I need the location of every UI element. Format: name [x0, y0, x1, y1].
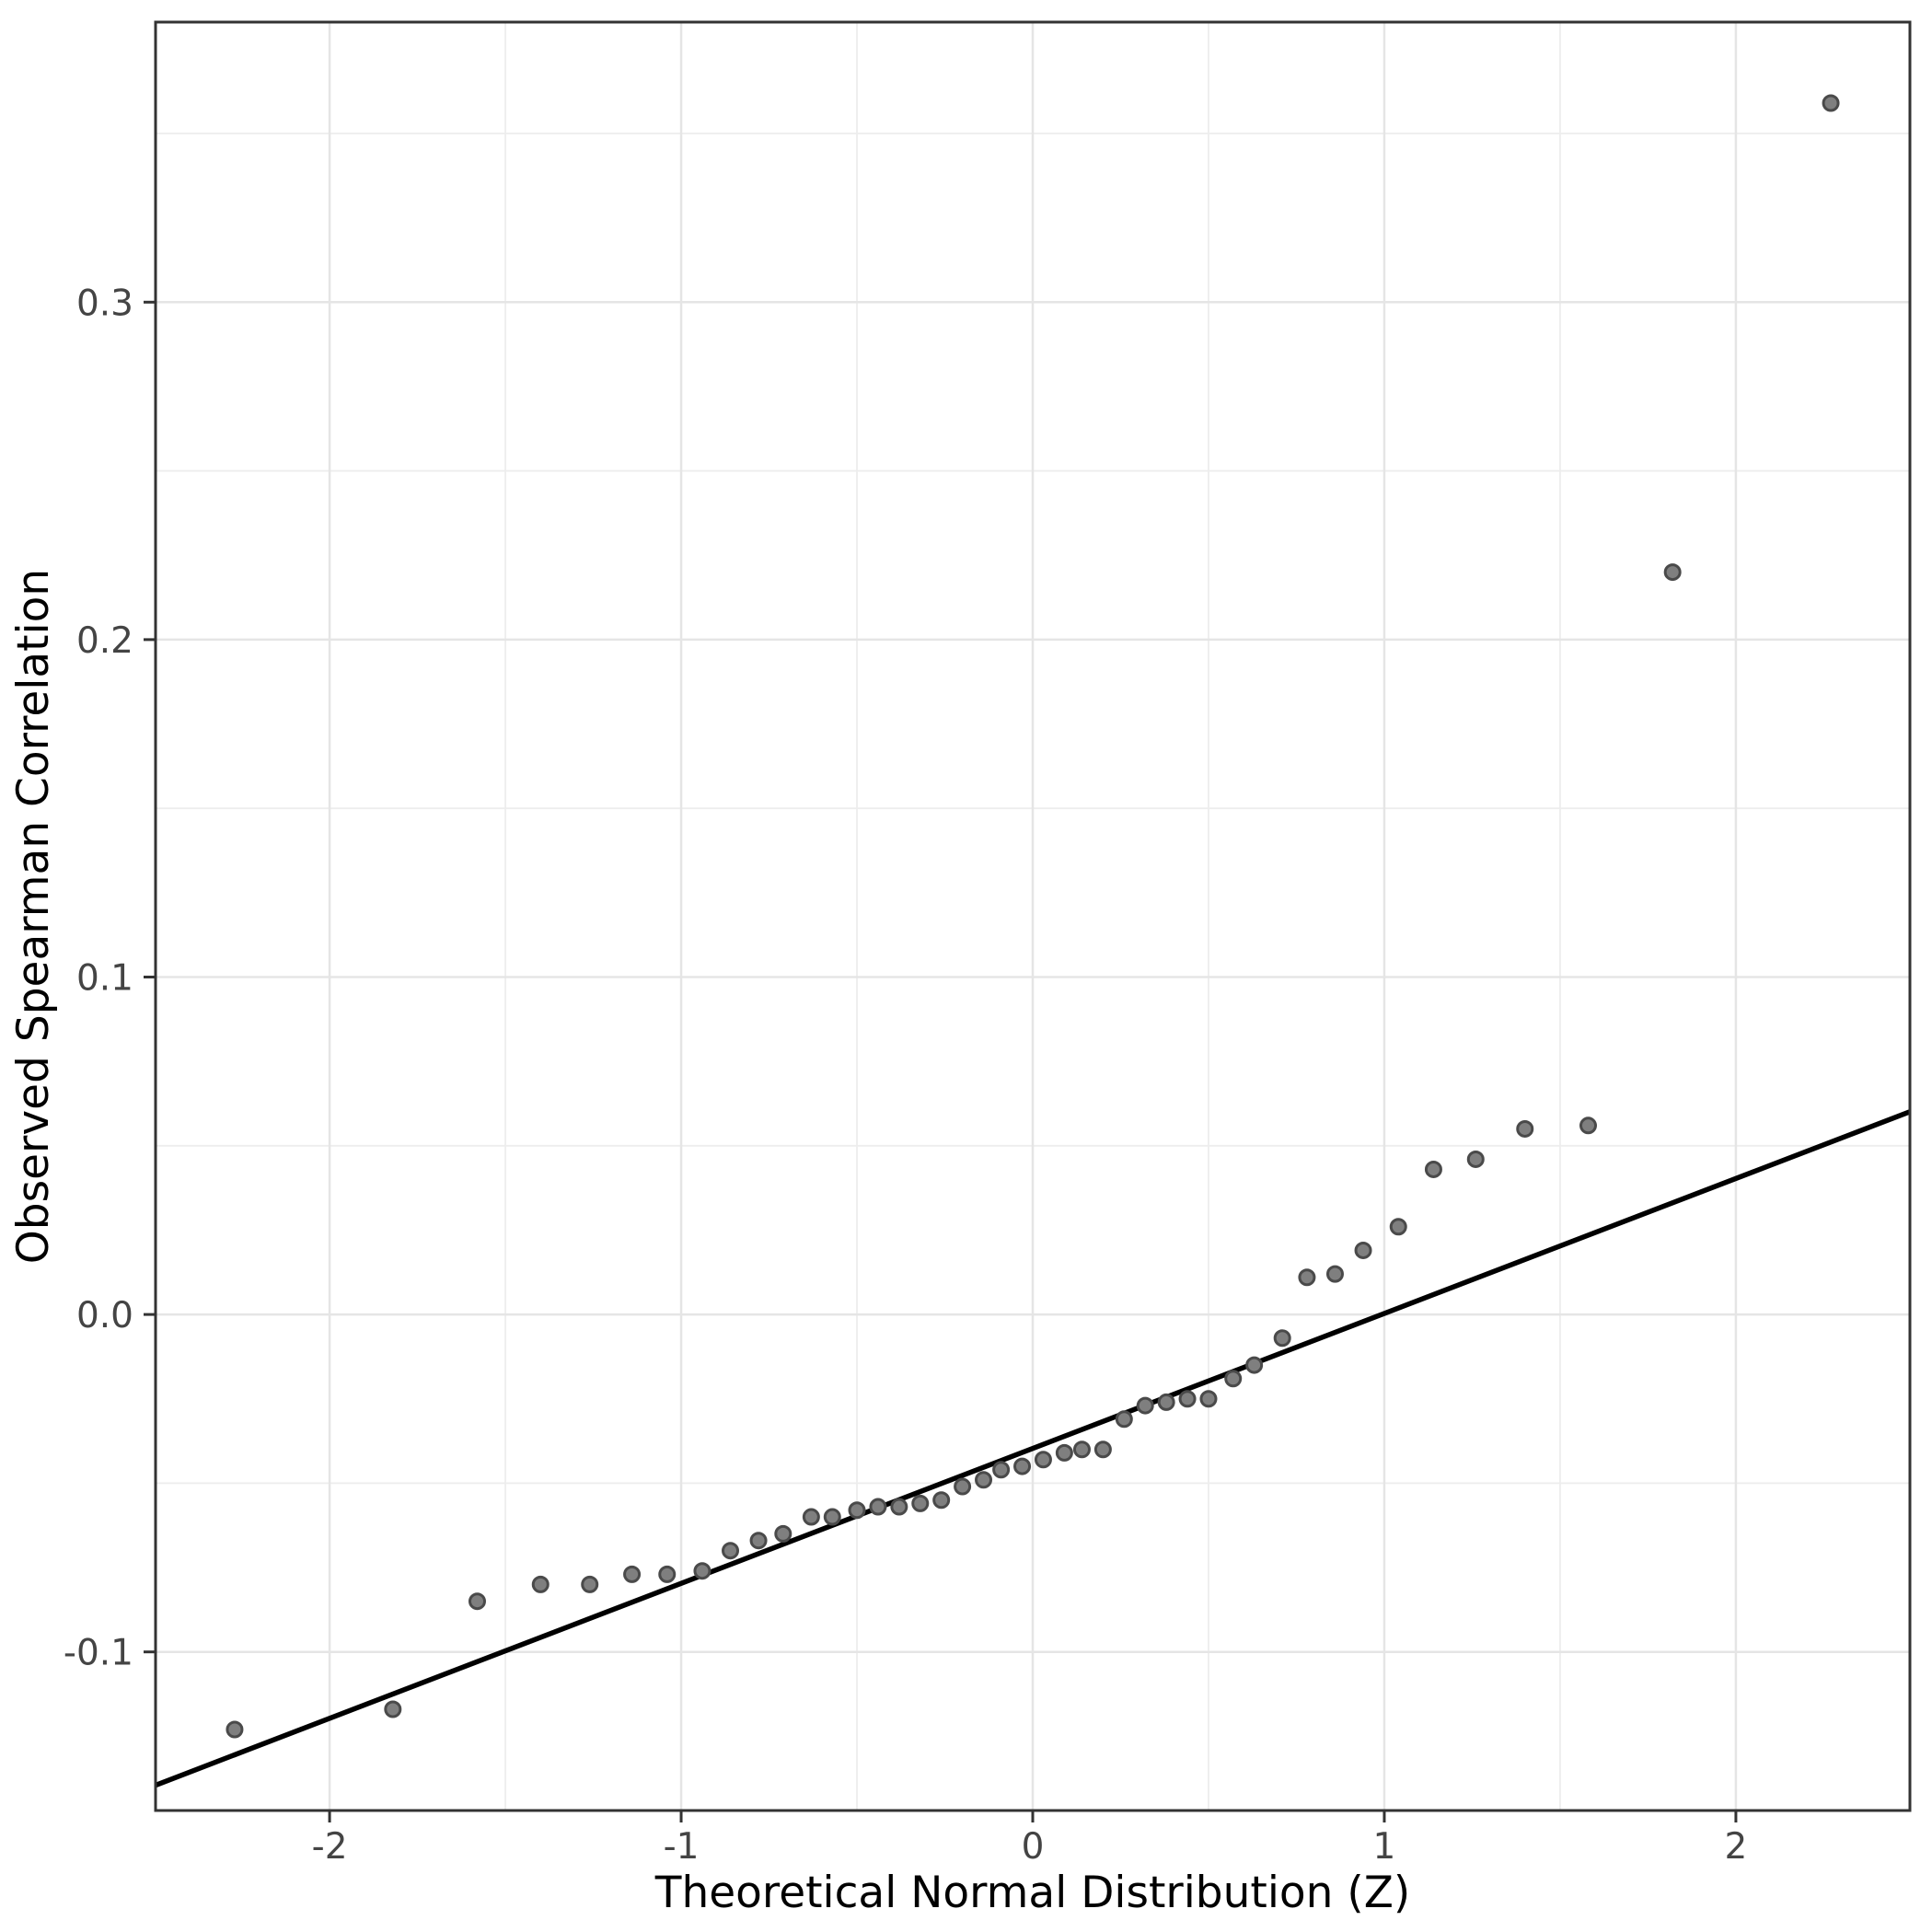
data-point — [1224, 1370, 1243, 1388]
data-point — [1516, 1119, 1534, 1138]
data-point — [1663, 563, 1682, 582]
y-axis-title: Observed Spearman Correlation — [8, 569, 59, 1264]
data-point — [992, 1461, 1011, 1479]
data-point — [749, 1532, 768, 1550]
data-point — [1093, 1440, 1112, 1459]
x-tick-label: 0 — [1022, 1826, 1045, 1868]
data-point — [531, 1575, 550, 1593]
major-gridlines — [156, 22, 1910, 1811]
data-point — [623, 1565, 642, 1583]
data-point — [1157, 1393, 1175, 1411]
data-point — [823, 1508, 841, 1526]
data-point — [693, 1562, 711, 1580]
data-point — [1273, 1329, 1291, 1348]
scatter-points-layer — [226, 94, 1840, 1739]
y-tick-label: -0.1 — [64, 1633, 133, 1674]
axis-titles-layer: Theoretical Normal Distribution (Z) Obse… — [8, 569, 1410, 1918]
data-point — [384, 1700, 402, 1718]
data-point — [1178, 1390, 1197, 1408]
tick-labels-layer: -2 -1 0 1 2 -0.1 0.0 0.1 0.2 0.3 — [64, 283, 1747, 1868]
y-tick-label: 0.3 — [76, 283, 133, 324]
data-point — [1325, 1265, 1344, 1283]
x-tick-label: -1 — [664, 1826, 700, 1868]
y-tick-label: 0.0 — [76, 1295, 133, 1336]
data-point — [1579, 1116, 1598, 1135]
reference-line-layer — [155, 1109, 1911, 1788]
data-point — [1072, 1440, 1091, 1459]
data-point — [1245, 1356, 1264, 1374]
data-point — [802, 1508, 820, 1526]
data-point — [774, 1524, 792, 1543]
data-point — [1115, 1410, 1133, 1429]
data-point — [1013, 1457, 1032, 1475]
y-tick-label: 0.2 — [76, 620, 133, 662]
y-tick-label: 0.1 — [76, 957, 133, 999]
data-point — [1354, 1241, 1372, 1259]
data-point — [1034, 1451, 1052, 1469]
x-tick-label: 2 — [1725, 1826, 1748, 1868]
data-point — [1298, 1268, 1316, 1287]
data-point — [954, 1477, 972, 1496]
data-point — [722, 1542, 740, 1560]
data-point — [1136, 1396, 1154, 1415]
x-tick-label: 1 — [1373, 1826, 1396, 1868]
data-point — [1424, 1160, 1442, 1178]
data-point — [1055, 1443, 1073, 1462]
data-point — [1389, 1218, 1407, 1236]
data-point — [890, 1498, 908, 1516]
x-tick-label: -2 — [312, 1826, 348, 1868]
x-axis-title: Theoretical Normal Distribution (Z) — [654, 1868, 1411, 1918]
axis-ticks-layer — [144, 300, 1738, 1822]
data-point — [932, 1491, 951, 1510]
data-point — [975, 1471, 993, 1489]
reference-line — [155, 1109, 1911, 1788]
data-point — [869, 1498, 887, 1516]
data-point — [848, 1501, 866, 1520]
data-point — [911, 1494, 930, 1512]
data-point — [1822, 94, 1840, 112]
data-point — [1466, 1150, 1485, 1168]
data-point — [658, 1565, 677, 1583]
data-point — [1199, 1390, 1218, 1408]
data-point — [226, 1720, 244, 1739]
data-point — [468, 1592, 486, 1611]
data-point — [581, 1575, 599, 1593]
